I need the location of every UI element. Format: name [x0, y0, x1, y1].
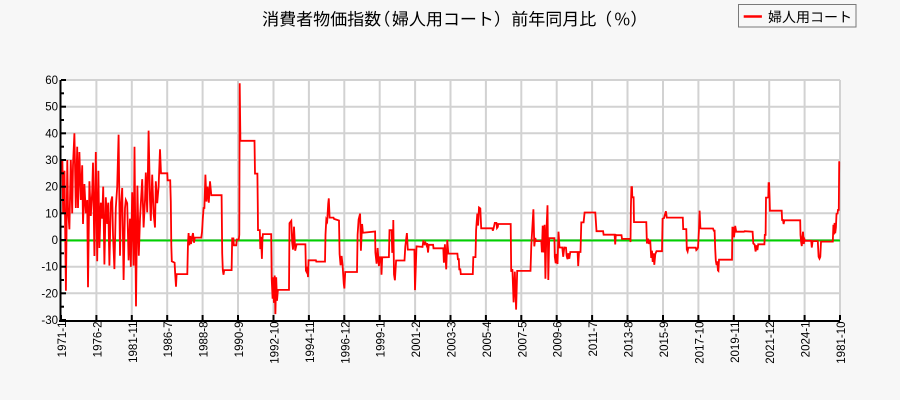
svg-text:2009-6: 2009-6	[553, 322, 565, 358]
svg-text:1996-12: 1996-12	[340, 322, 352, 364]
svg-text:40: 40	[45, 128, 58, 140]
svg-text:1988-8: 1988-8	[199, 322, 211, 358]
svg-text:1986-7: 1986-7	[163, 322, 175, 358]
svg-text:2015-9: 2015-9	[659, 322, 671, 358]
svg-text:1976-2: 1976-2	[92, 322, 104, 358]
svg-text:-20: -20	[41, 288, 58, 300]
svg-text:1994-11: 1994-11	[305, 322, 317, 363]
svg-text:10: 10	[45, 208, 58, 220]
svg-text:2003-3: 2003-3	[447, 322, 459, 358]
svg-text:2007-5: 2007-5	[517, 322, 529, 358]
svg-text:1999-1: 1999-1	[376, 322, 388, 358]
svg-text:2019-11: 2019-11	[730, 322, 742, 363]
svg-text:2024-1: 2024-1	[801, 322, 813, 358]
svg-text:-10: -10	[41, 262, 58, 274]
svg-text:2005-4: 2005-4	[482, 321, 494, 357]
svg-text:1981-11: 1981-11	[128, 322, 140, 363]
svg-text:2013-8: 2013-8	[624, 322, 636, 358]
svg-text:2021-12: 2021-12	[765, 322, 777, 364]
svg-text:1971-1: 1971-1	[57, 322, 69, 358]
svg-text:1990-9: 1990-9	[234, 322, 246, 358]
svg-text:0: 0	[52, 235, 58, 247]
svg-text:30: 30	[45, 155, 58, 167]
svg-text:1981-10: 1981-10	[836, 322, 848, 364]
svg-text:-30: -30	[41, 315, 58, 327]
svg-text:2011-7: 2011-7	[588, 322, 600, 357]
svg-text:50: 50	[45, 102, 58, 114]
svg-text:1992-10: 1992-10	[270, 322, 282, 364]
svg-text:2001-2: 2001-2	[411, 322, 423, 358]
svg-text:60: 60	[45, 75, 58, 87]
svg-text:2017-10: 2017-10	[694, 322, 706, 364]
svg-text:20: 20	[45, 182, 58, 194]
